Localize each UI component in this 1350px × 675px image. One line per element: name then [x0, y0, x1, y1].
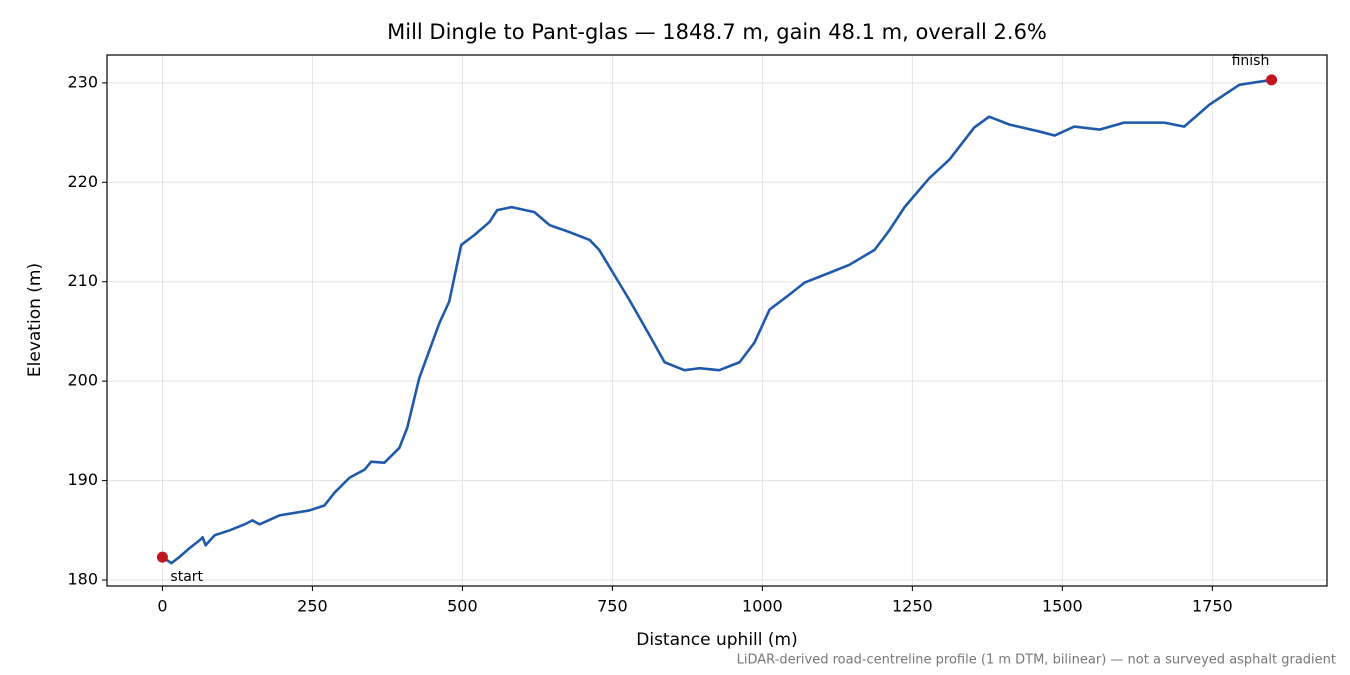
y-tick-label: 190 — [67, 470, 98, 489]
x-tick-label: 1250 — [892, 597, 933, 616]
y-tick-label: 230 — [67, 72, 98, 91]
endpoint-label: start — [170, 569, 203, 585]
endpoint-marker — [156, 551, 168, 563]
endpoint-marker — [1266, 74, 1278, 86]
y-tick-label: 200 — [67, 371, 98, 390]
chart-title: Mill Dingle to Pant-glas — 1848.7 m, gai… — [387, 20, 1047, 44]
x-tick-label: 750 — [597, 597, 628, 616]
x-tick-label: 250 — [297, 597, 328, 616]
y-tick-label: 220 — [67, 172, 98, 191]
footnote: LiDAR-derived road-centreline profile (1… — [737, 653, 1336, 668]
y-tick-label: 180 — [67, 570, 98, 589]
x-tick-label: 0 — [157, 597, 167, 616]
x-tick-label: 1000 — [742, 597, 783, 616]
profile-line — [161, 78, 1272, 565]
y-axis-label: Elevation (m) — [25, 263, 45, 377]
y-tick-label: 210 — [67, 271, 98, 290]
plot-frame — [106, 54, 1328, 587]
endpoint-label: finish — [1232, 53, 1270, 69]
x-axis-label: Distance uphill (m) — [636, 630, 797, 650]
x-tick-label: 500 — [447, 597, 478, 616]
x-tick-label: 1750 — [1192, 597, 1233, 616]
x-tick-label: 1500 — [1042, 597, 1083, 616]
